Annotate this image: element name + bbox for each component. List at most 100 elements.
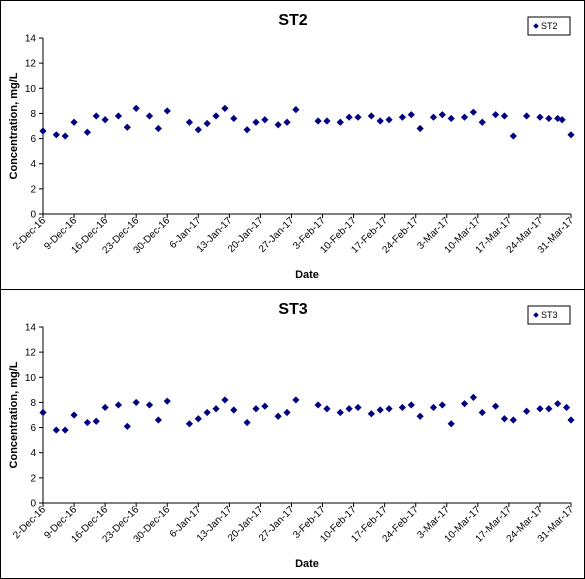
data-point (469, 393, 477, 401)
y-tick-label: 8 (30, 109, 36, 120)
data-point (70, 118, 78, 126)
data-point (429, 113, 438, 121)
data-point (523, 407, 531, 415)
data-point (283, 408, 291, 417)
data-point (314, 117, 322, 125)
data-point (429, 403, 438, 412)
data-point (230, 406, 238, 414)
data-point (123, 123, 131, 131)
data-point (101, 116, 109, 124)
data-point (61, 426, 69, 434)
data-point (39, 408, 47, 417)
data-point (132, 104, 140, 112)
data-point (274, 121, 282, 129)
data-point (61, 132, 69, 140)
data-point (438, 401, 446, 409)
data-point (460, 400, 469, 408)
data-point (145, 401, 154, 409)
chart-title: ST2 (278, 12, 307, 29)
y-axis-title: Concentration, mg/L (8, 72, 20, 179)
data-point (39, 127, 47, 135)
data-point (283, 118, 291, 126)
data-point (243, 418, 251, 427)
y-tick-label: 10 (25, 373, 37, 384)
data-point (536, 113, 544, 121)
y-tick-label: 12 (25, 59, 37, 70)
x-axis-title: Date (295, 558, 319, 570)
data-point (221, 104, 229, 112)
y-tick-label: 0 (30, 210, 36, 221)
data-point (478, 408, 486, 417)
data-point (562, 403, 571, 412)
data-point (367, 112, 375, 120)
data-point (509, 416, 517, 424)
y-tick-label: 14 (25, 34, 37, 45)
data-point (376, 406, 384, 414)
data-point (123, 422, 131, 430)
data-point (447, 420, 455, 428)
legend-marker (533, 312, 539, 318)
data-point (523, 112, 531, 120)
x-tick-label: 2-Dec-16 (11, 504, 48, 541)
chart-st3: ST3024681012142-Dec-169-Dec-1616-Dec-162… (8, 301, 576, 570)
data-point (558, 116, 566, 124)
chart-title: ST3 (278, 301, 307, 318)
data-point (292, 106, 300, 114)
data-point (500, 112, 509, 120)
data-point (416, 412, 424, 420)
data-point (185, 420, 194, 428)
data-point (194, 415, 202, 423)
legend-marker (533, 23, 539, 29)
legend: ST2 (527, 16, 571, 36)
data-point (221, 396, 229, 404)
data-point (545, 114, 553, 123)
data-point (345, 113, 353, 121)
data-point (336, 118, 344, 126)
data-point (491, 111, 500, 119)
data-point (132, 398, 140, 407)
y-tick-label: 14 (25, 323, 37, 334)
chart-panel-st2: ST2 0 2 4 6 8 10 12 14 2-Dec-16 9-Dec-16 16-Dec-16 2… (0, 0, 585, 290)
data-point (407, 111, 415, 119)
data-point (407, 401, 415, 409)
legend-box (527, 16, 571, 36)
data-point (292, 396, 300, 404)
data-point (354, 403, 362, 412)
y-tick-label: 2 (30, 184, 36, 195)
legend-box (527, 305, 571, 325)
y-tick-label: 6 (30, 134, 36, 145)
data-point (398, 113, 406, 121)
y-tick-label: 10 (25, 84, 37, 95)
data-point (114, 112, 123, 120)
x-axis-title: Date (295, 269, 319, 281)
y-tick-label: 6 (30, 423, 36, 434)
data-point (274, 412, 282, 420)
data-point (52, 131, 60, 139)
data-point (323, 117, 331, 125)
data-point (536, 405, 544, 413)
data-point (203, 408, 211, 417)
data-point (491, 402, 500, 410)
data-point (52, 426, 60, 434)
data-point (203, 119, 211, 128)
data-point (367, 410, 375, 418)
data-point (252, 118, 260, 126)
data-point (243, 126, 251, 134)
data-point (185, 118, 194, 126)
data-point (92, 112, 100, 120)
data-point (230, 114, 238, 123)
legend-label: ST3 (541, 310, 558, 320)
data-point (336, 408, 344, 417)
chart-panel-st3: ST3 0 2 4 6 8 10 12 14 2-Dec-16 9-Dec-16 16-Dec-16 2… (0, 290, 585, 579)
data-point (554, 400, 562, 408)
data-point (92, 417, 100, 425)
data-point (447, 114, 455, 123)
x-tick-label: 2-Dec-16 (11, 215, 48, 252)
data-point (345, 405, 353, 413)
data-point (478, 118, 486, 126)
data-point (385, 116, 393, 124)
data-point (261, 116, 269, 124)
y-tick-label: 4 (30, 159, 36, 170)
data-point (101, 403, 109, 412)
data-point (509, 132, 517, 140)
